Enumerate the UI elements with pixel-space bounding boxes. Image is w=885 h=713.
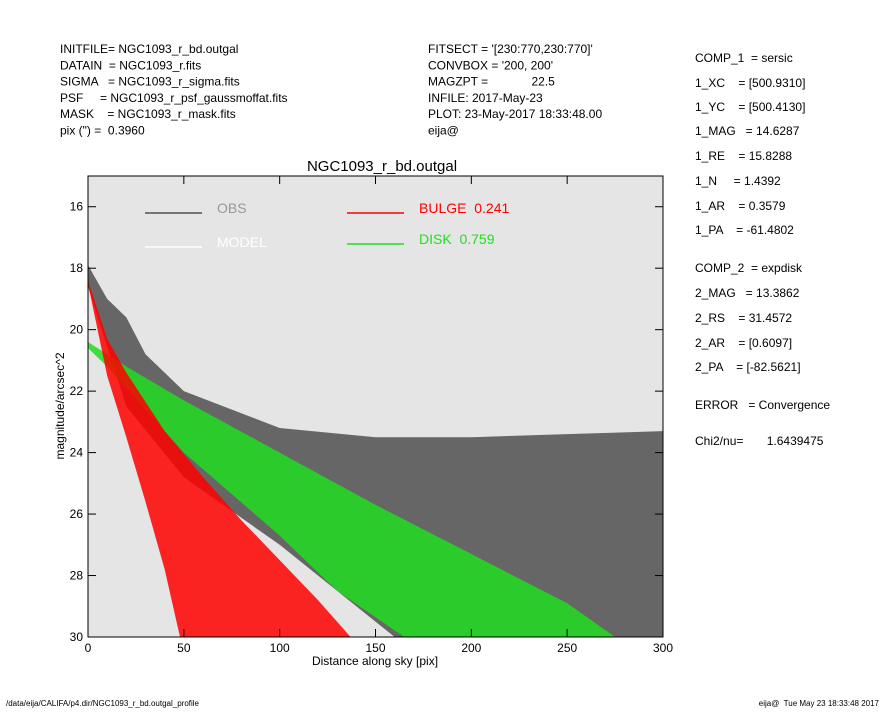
x-tick-label: 50 xyxy=(177,641,191,655)
y-tick-label: 30 xyxy=(70,630,84,644)
legend-label: MODEL xyxy=(217,234,267,250)
fit-parameter: 2_MAG = 13.3862 xyxy=(695,286,800,300)
x-tick-label: 150 xyxy=(365,641,385,655)
point-cloud xyxy=(88,265,663,637)
fit-parameter: 1_PA = -61.4802 xyxy=(695,223,794,237)
header-left-line: pix (") = 0.3960 xyxy=(60,124,145,138)
legend-label: DISK 0.759 xyxy=(419,231,495,247)
header-left-line: INITFILE= NGC1093_r_bd.outgal xyxy=(60,42,238,56)
x-tick-label: 300 xyxy=(653,641,673,655)
chart-title: NGC1093_r_bd.outgal xyxy=(307,158,457,175)
x-tick-label: 250 xyxy=(557,641,577,655)
point-cloud xyxy=(88,280,351,637)
fit-parameter: 1_RE = 15.8288 xyxy=(695,149,792,163)
x-tick-label: 100 xyxy=(270,641,290,655)
header-middle-line: PLOT: 23-May-2017 18:33:48.00 xyxy=(428,107,602,121)
header-left-line: DATAIN = NGC1093_r.fits xyxy=(60,58,201,72)
header-left-line: SIGMA = NGC1093_r_sigma.fits xyxy=(60,75,240,89)
header-middle-line: INFILE: 2017-May-23 xyxy=(428,91,543,105)
y-axis-label: magnitude/arcsec^2 xyxy=(53,352,67,459)
point-cloud xyxy=(88,341,616,637)
header-middle-line: MAGZPT = 22.5 xyxy=(428,75,555,89)
fit-parameter: 1_AR = 0.3579 xyxy=(695,199,786,213)
fit-parameter: 1_MAG = 14.6287 xyxy=(695,124,800,138)
fit-parameter: 2_AR = [0.6097] xyxy=(695,336,792,350)
fit-parameter: 1_XC = [500.9310] xyxy=(695,76,805,90)
header-left-line: MASK = NGC1093_r_mask.fits xyxy=(60,107,236,121)
header-left-line: PSF = NGC1093_r_psf_gaussmoffat.fits xyxy=(60,91,288,105)
y-tick-label: 24 xyxy=(70,446,84,460)
header-middle-line: CONVBOX = '200, 200' xyxy=(428,58,553,72)
fit-parameter: COMP_1 = sersic xyxy=(695,51,793,65)
fit-parameter: 2_RS = 31.4572 xyxy=(695,311,792,325)
legend-label: BULGE 0.241 xyxy=(419,200,509,216)
y-tick-label: 18 xyxy=(70,261,84,275)
x-tick-label: 200 xyxy=(461,641,481,655)
footer-path: /data/eija/CALIFA/p4.dir/NGC1093_r_bd.ou… xyxy=(6,699,200,708)
y-tick-label: 16 xyxy=(70,200,84,214)
fit-parameter: 1_N = 1.4392 xyxy=(695,174,781,188)
x-axis-label: Distance along sky [pix] xyxy=(312,654,438,668)
fit-parameter: ERROR = Convergence xyxy=(695,398,830,412)
fit-parameter: COMP_2 = expdisk xyxy=(695,261,803,275)
footer-date: eija@ Tue May 23 18:33:48 2017 xyxy=(759,699,880,708)
fit-parameter: 1_YC = [500.4130] xyxy=(695,100,805,114)
y-tick-label: 26 xyxy=(70,507,84,521)
fit-parameter: 2_PA = [-82.5621] xyxy=(695,360,801,374)
fit-parameter: Chi2/nu= 1.6439475 xyxy=(695,434,824,448)
header-middle-line: eija@ xyxy=(428,124,459,138)
y-tick-label: 22 xyxy=(70,384,84,398)
y-tick-label: 20 xyxy=(70,323,84,337)
header-middle-line: FITSECT = '[230:770,230:770]' xyxy=(428,42,593,56)
y-tick-label: 28 xyxy=(70,569,84,583)
x-tick-label: 0 xyxy=(85,641,92,655)
legend-label: OBS xyxy=(217,200,247,216)
